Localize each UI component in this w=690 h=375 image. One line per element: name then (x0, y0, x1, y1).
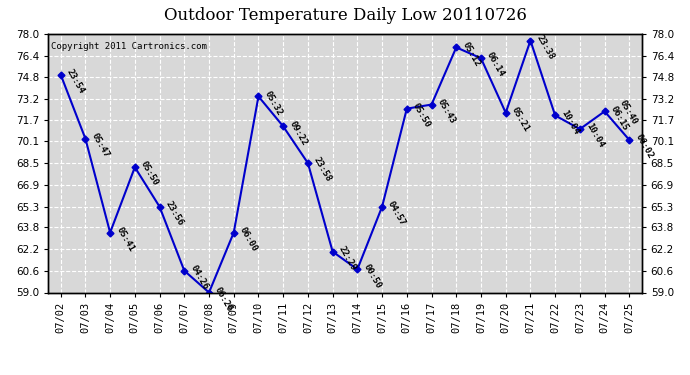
Text: 10:04: 10:04 (584, 122, 605, 150)
Text: 06:14: 06:14 (485, 51, 506, 79)
Text: 05:50: 05:50 (139, 160, 160, 188)
Text: 05:12: 05:12 (460, 40, 482, 68)
Text: 23:38: 23:38 (535, 33, 556, 61)
Text: Copyright 2011 Cartronics.com: Copyright 2011 Cartronics.com (51, 42, 207, 51)
Text: 10:04: 10:04 (560, 108, 580, 136)
Text: Outdoor Temperature Daily Low 20110726: Outdoor Temperature Daily Low 20110726 (164, 8, 526, 24)
Text: 23:56: 23:56 (164, 200, 185, 227)
Text: 06:26: 06:26 (213, 285, 235, 313)
Text: 22:29: 22:29 (337, 244, 358, 272)
Text: 05:50: 05:50 (411, 101, 432, 129)
Text: 00:50: 00:50 (362, 262, 383, 290)
Text: 06:00: 06:00 (238, 225, 259, 253)
Text: 05:43: 05:43 (435, 97, 457, 125)
Text: 23:54: 23:54 (65, 68, 86, 95)
Text: 04:26: 04:26 (188, 263, 210, 291)
Text: 04:57: 04:57 (386, 200, 408, 227)
Text: 09:22: 09:22 (287, 119, 308, 147)
Text: 23:58: 23:58 (312, 156, 333, 184)
Text: 05:21: 05:21 (510, 105, 531, 133)
Text: 06:02: 06:02 (633, 133, 655, 160)
Text: 05:47: 05:47 (90, 131, 111, 159)
Text: 05:41: 05:41 (115, 225, 135, 253)
Text: 05:32: 05:32 (263, 89, 284, 117)
Text: 05:40
06:15: 05:40 06:15 (609, 99, 639, 132)
